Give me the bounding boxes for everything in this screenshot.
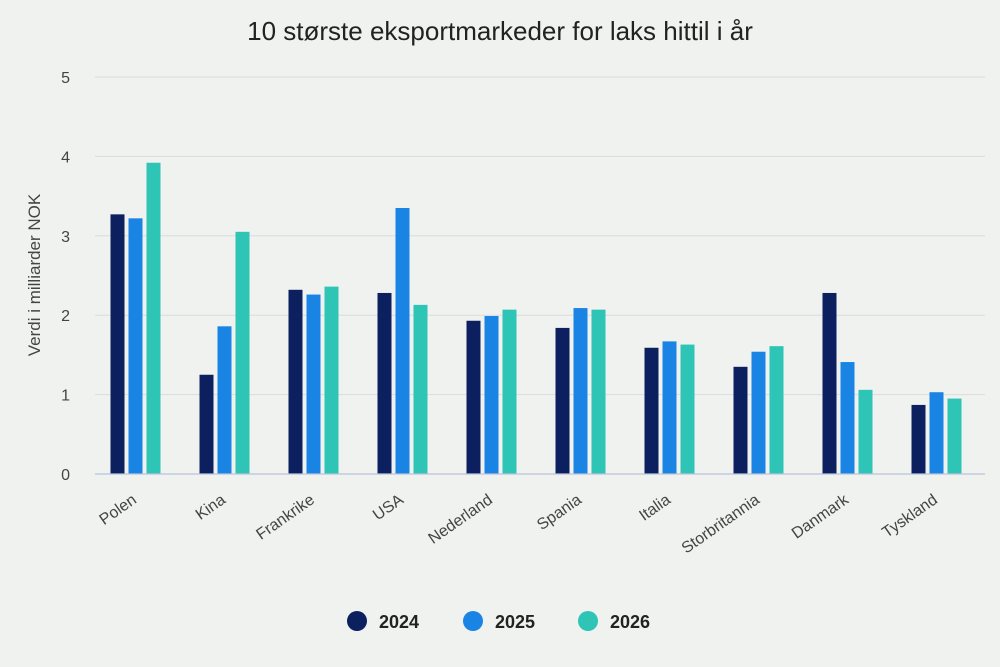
bar-2026-frankrike [324, 286, 339, 474]
bar-2025-kina [217, 326, 232, 474]
bars [110, 162, 962, 474]
bar-2024-nederland [466, 320, 481, 474]
x-axis-ticks: Polen Kina Frankrike USA Nederland Spania Ital… [97, 491, 941, 558]
bar-2025-frankrike [306, 294, 321, 474]
legend-label: 2026 [610, 612, 650, 632]
bar-2024-spania [555, 327, 570, 474]
bar-2024-polen [110, 214, 125, 474]
bar-2024-tyskland [911, 404, 926, 474]
bar-2026-usa [413, 304, 428, 474]
x-tick-label: Polen [97, 491, 140, 528]
bar-2026-nederland [502, 309, 517, 474]
bar-2026-spania [591, 309, 606, 474]
bar-2025-polen [128, 218, 143, 474]
bar-2024-storbritannia [733, 366, 748, 474]
chart-title: 10 største eksportmarkeder for laks hitt… [247, 16, 753, 46]
legend-item-2024[interactable]: 2024 [347, 611, 419, 632]
bar-2024-frankrike [288, 289, 303, 474]
x-tick-label: Storbritannia [679, 491, 763, 557]
legend-item-2026[interactable]: 2026 [578, 611, 650, 632]
x-tick-label: Italia [636, 491, 674, 524]
y-tick-label: 3 [61, 229, 70, 246]
legend-label: 2024 [379, 612, 419, 632]
bar-2026-kina [235, 231, 250, 474]
bar-2025-nederland [484, 315, 499, 474]
bar-2025-storbritannia [751, 351, 766, 474]
bar-2024-danmark [822, 292, 837, 474]
legend-marker [578, 611, 598, 631]
bar-2024-usa [377, 292, 392, 474]
legend: 2024 2025 2026 [347, 611, 650, 632]
x-tick-label: Nederland [426, 491, 496, 547]
y-tick-label: 2 [61, 308, 70, 325]
bar-2025-usa [395, 208, 410, 474]
bar-2024-italia [644, 347, 659, 474]
x-tick-label: Frankrike [253, 491, 317, 543]
x-tick-label: Tyskland [879, 491, 940, 541]
x-tick-label: Spania [534, 491, 585, 534]
bar-2026-tyskland [947, 398, 962, 474]
bar-2026-polen [146, 162, 161, 474]
y-axis-ticks: 0 1 2 3 4 5 [61, 70, 70, 484]
legend-marker [347, 611, 367, 631]
bar-2024-kina [199, 374, 214, 474]
bar-2026-storbritannia [769, 346, 784, 474]
bar-2025-danmark [840, 362, 855, 474]
y-tick-label: 5 [61, 70, 70, 87]
bar-2026-italia [680, 344, 695, 474]
x-tick-label: Danmark [789, 491, 853, 543]
bar-2025-italia [662, 341, 677, 474]
legend-item-2025[interactable]: 2025 [463, 611, 535, 632]
y-tick-label: 0 [61, 467, 70, 484]
legend-marker [463, 611, 483, 631]
legend-label: 2025 [495, 612, 535, 632]
x-tick-label: Kina [193, 491, 229, 523]
bar-2025-tyskland [929, 392, 944, 474]
bar-2025-spania [573, 308, 588, 474]
y-tick-label: 1 [61, 388, 70, 405]
bar-2026-danmark [858, 389, 873, 474]
y-tick-label: 4 [61, 149, 70, 166]
y-axis-label: Verdi i milliarder NOK [25, 193, 44, 356]
x-tick-label: USA [370, 491, 407, 524]
